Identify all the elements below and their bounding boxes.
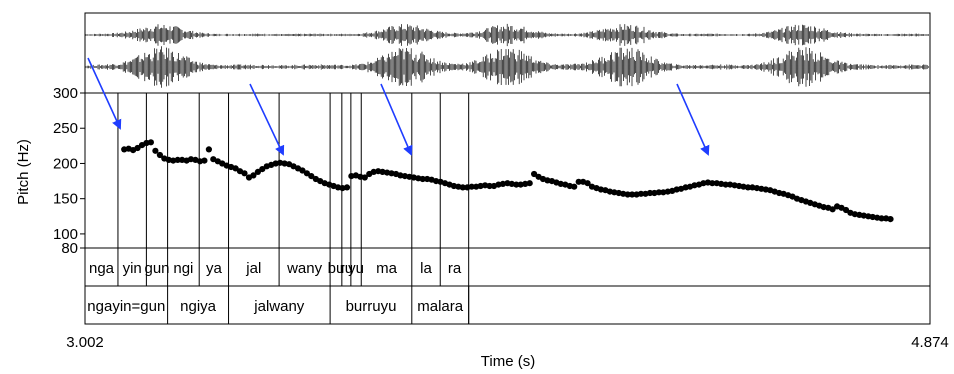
y-tick-label: 300: [53, 85, 78, 102]
pitch-point: [308, 173, 315, 180]
pitch-point: [629, 191, 636, 198]
syllable-label: la: [420, 260, 432, 277]
pitch-point: [842, 206, 850, 214]
pitch-point: [299, 167, 306, 174]
pitch-point: [878, 215, 885, 222]
pitch-point: [531, 170, 538, 178]
contour-arrows: [87, 57, 710, 156]
syllable-label: yu: [348, 260, 364, 277]
pitch-point: [526, 180, 533, 187]
syllable-label: jal: [245, 260, 261, 277]
pitch-point: [419, 175, 426, 183]
contour-arrow: [249, 83, 285, 156]
pitch-point: [205, 146, 212, 153]
x-tick-label-start: 3.002: [66, 334, 104, 351]
y-tick-label: 250: [53, 120, 78, 137]
syllable-label: yin: [123, 260, 142, 277]
pitch-point: [655, 189, 663, 196]
syllable-label: ma: [376, 260, 397, 277]
y-axis-label: Pitch (Hz): [15, 139, 32, 205]
pitch-point: [575, 178, 582, 185]
pitch-track: [121, 139, 894, 223]
pitch-point: [887, 216, 894, 223]
pitch-point: [303, 170, 310, 177]
y-tick-label: 200: [53, 156, 78, 173]
pitch-point: [156, 151, 163, 159]
pitch-panel: [84, 92, 931, 249]
syllable-label: wany: [286, 260, 323, 277]
x-tick-label-end: 4.874: [911, 334, 949, 351]
pitch-point: [744, 184, 752, 191]
x-axis-label: Time (s): [481, 353, 535, 370]
pitch-point: [513, 181, 520, 188]
pitch-point: [486, 182, 493, 190]
syllable-label: gun: [144, 260, 169, 277]
pitch-point: [259, 166, 266, 173]
syllable-boundaries: [117, 93, 470, 324]
waveform-traces: [85, 23, 929, 88]
syllable-label: ngi: [173, 260, 193, 277]
pitch-point: [232, 165, 239, 172]
pitch-point: [722, 181, 729, 188]
pitch-point: [343, 184, 351, 191]
word-label: jalwany: [253, 298, 305, 315]
syllable-label: ya: [206, 260, 223, 277]
pitch-point: [571, 183, 578, 190]
contour-arrow: [676, 83, 710, 156]
y-tick-label: 80: [61, 240, 78, 257]
syllable-label: bu: [328, 260, 345, 277]
pitch-point: [624, 191, 631, 198]
pitch-point: [241, 170, 248, 177]
pitch-point: [134, 144, 141, 152]
contour-arrow: [380, 83, 413, 156]
pitch-point: [152, 147, 159, 154]
pitch-point: [147, 139, 154, 146]
word-label: ngiya: [180, 298, 217, 315]
word-label: ngayin=gun: [87, 298, 165, 315]
pitch-point: [829, 206, 836, 213]
word-tier-cells: ngayin=gun ngiya jalwany burruyu malara: [84, 286, 470, 324]
waveform-trace: [85, 23, 929, 47]
waveform-trace: [85, 46, 929, 88]
contour-arrow: [87, 57, 122, 130]
pitch-point: [646, 189, 654, 197]
pitch-point: [637, 190, 645, 197]
y-tick-label: 150: [53, 191, 78, 208]
pitch-point: [584, 180, 591, 187]
pitch-point: [254, 168, 261, 175]
pitch-point: [361, 174, 368, 181]
pitch-point: [174, 156, 181, 163]
pitch-point: [468, 183, 475, 190]
pitch-point: [250, 172, 257, 179]
pitch-point: [459, 184, 466, 191]
syllable-label: nga: [89, 260, 115, 277]
pitch-point: [709, 180, 716, 187]
syllable-label: ra: [448, 260, 462, 277]
word-label: burruyu: [346, 298, 397, 315]
y-tick-label: 100: [53, 226, 78, 243]
syllable-label: ru: [340, 260, 353, 277]
pitch-point: [201, 157, 208, 164]
word-label: malara: [417, 298, 464, 315]
